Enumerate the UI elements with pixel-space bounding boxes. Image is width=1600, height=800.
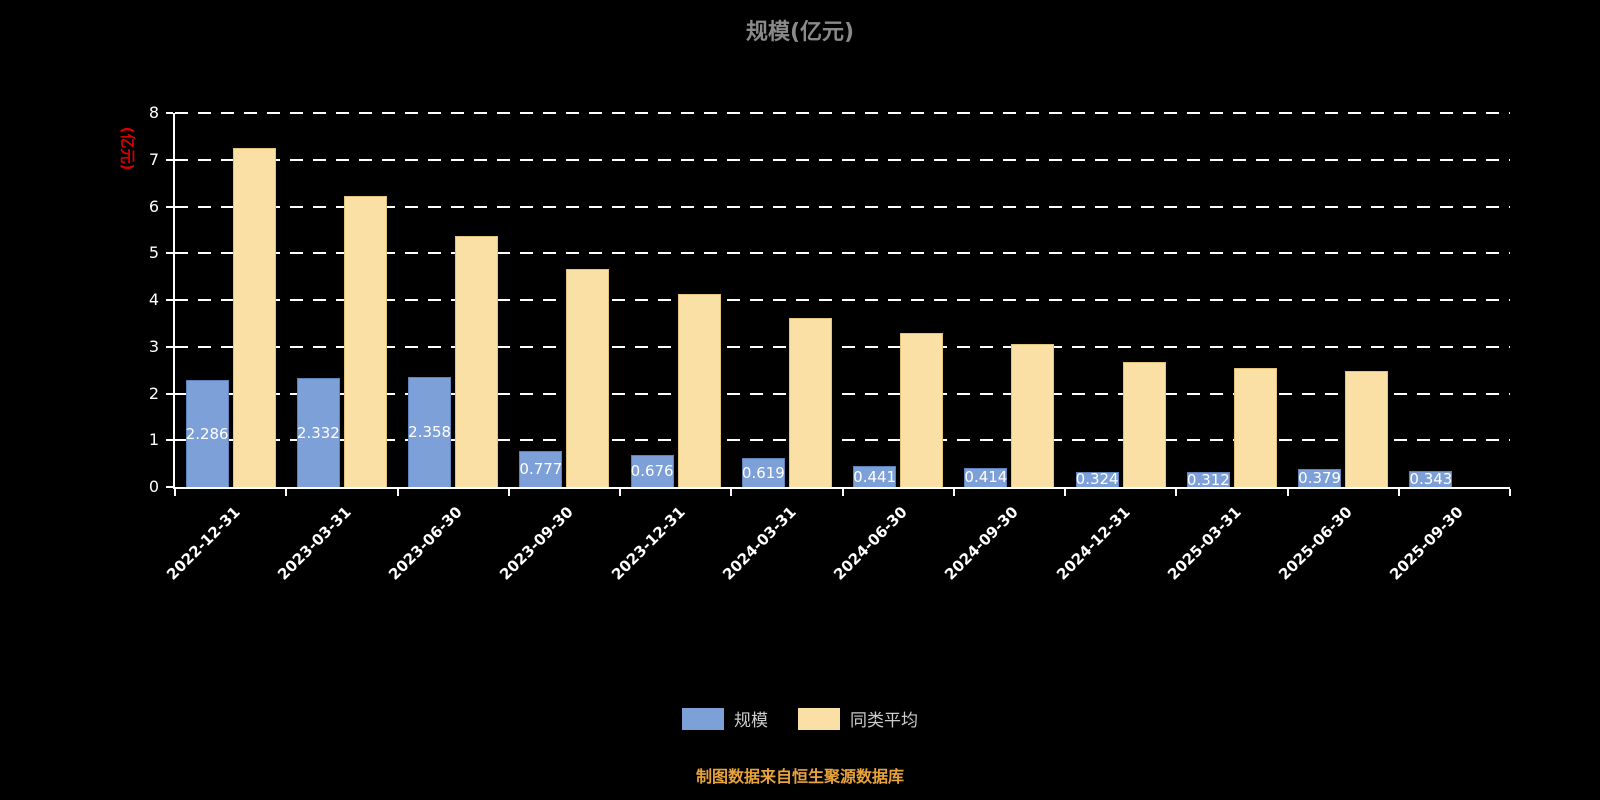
x-axis-tick: [730, 489, 733, 496]
bar-value-label: 0.777: [519, 459, 563, 478]
y-axis-tick: [166, 299, 173, 301]
y-axis-tick: [166, 158, 173, 161]
scale-bar: [408, 376, 452, 487]
bar-value-label: 0.441: [853, 467, 897, 486]
y-axis-tick-label: 7: [148, 149, 159, 169]
scale-bar: [185, 380, 229, 487]
x-axis-label: 2023-12-31: [607, 503, 689, 584]
bar-value-label: 0.676: [630, 462, 674, 481]
x-axis-tick: [1286, 489, 1289, 496]
x-axis-tick: [952, 489, 955, 496]
peer-average-bar: [1233, 367, 1277, 487]
x-axis-tick: [396, 489, 399, 496]
bar-value-label: 2.358: [408, 422, 452, 441]
bar-value-label: 0.324: [1075, 470, 1119, 489]
x-axis-tick: [619, 489, 621, 496]
bar-value-label: 0.414: [964, 468, 1008, 487]
source-note: 制图数据来自恒生聚源数据库: [695, 767, 904, 786]
scale-bar: [1409, 470, 1453, 487]
y-axis-tick: [166, 205, 173, 208]
bar-value-label: 0.379: [1298, 469, 1342, 488]
legend: 规模 同类平均: [0, 706, 1600, 731]
x-axis-label: 2025-06-30: [1275, 503, 1356, 584]
x-axis-label: 2024-03-31: [719, 503, 800, 584]
gridline: [175, 252, 1510, 255]
peer-average-bar: [1122, 361, 1166, 487]
scale-bar: [1298, 469, 1342, 487]
legend-swatch-peer: [798, 707, 840, 730]
peer-average-bar: [232, 148, 276, 487]
peer-average-bar: [677, 293, 721, 487]
bar-value-label: 0.312: [1186, 470, 1230, 489]
y-axis-tick-label: 3: [148, 336, 159, 356]
gridline: [175, 205, 1510, 208]
peer-average-bar: [566, 268, 610, 487]
y-axis-tick: [166, 486, 173, 488]
chart-title: 规模(亿元): [745, 20, 855, 45]
legend-swatch-scale: [682, 707, 724, 730]
x-axis-label: 2024-06-30: [830, 503, 911, 584]
peer-average-bar: [455, 235, 499, 487]
legend-label-peer-average: 同类平均: [850, 711, 918, 731]
y-axis-tick-label: 6: [148, 196, 159, 216]
x-axis-tick: [1397, 489, 1400, 496]
scale-bar: [296, 377, 340, 487]
x-axis-tick: [1509, 489, 1511, 496]
y-axis-tick-label: 2: [148, 383, 159, 403]
y-axis-tick-label: 0: [148, 477, 159, 496]
legend-label-scale: 规模: [734, 711, 768, 731]
gridline: [175, 299, 1510, 301]
y-axis-tick-label: 8: [148, 103, 159, 122]
gridline: [175, 158, 1510, 161]
x-axis-tick: [174, 489, 176, 496]
y-axis-tick: [166, 252, 173, 255]
peer-average-bar: [788, 317, 832, 487]
legend-item-scale: 规模: [682, 706, 768, 731]
x-axis-tick: [285, 489, 288, 496]
x-axis-label: 2023-03-31: [274, 503, 355, 584]
bar-value-label: 2.286: [185, 424, 229, 443]
y-axis-tick-label: 4: [148, 290, 159, 309]
x-axis-label: 2023-06-30: [385, 503, 466, 584]
gridline: [175, 392, 1510, 395]
y-axis-line: [173, 113, 175, 489]
x-axis-label: 2022-12-31: [162, 503, 244, 584]
x-axis-tick: [1175, 489, 1178, 496]
x-axis-line: [173, 487, 1510, 489]
x-axis-tick: [1064, 489, 1066, 496]
y-axis-tick-label: 1: [148, 430, 159, 450]
peer-average-bar: [1011, 343, 1055, 487]
x-axis-label: 2025-09-30: [1386, 503, 1468, 584]
y-axis-tick: [166, 439, 173, 442]
bar-value-label: 2.332: [296, 423, 340, 442]
x-axis-label: 2024-09-30: [941, 503, 1023, 584]
bar-value-label: 0.343: [1409, 469, 1453, 488]
peer-average-bar: [343, 196, 387, 487]
y-axis-tick: [166, 112, 173, 114]
scale-bar: [741, 458, 785, 487]
scale-bar: [964, 467, 1008, 487]
gridline: [175, 439, 1510, 442]
y-axis-tick: [166, 345, 173, 348]
scale-bar: [519, 450, 563, 487]
bar-value-label: 0.619: [741, 463, 785, 482]
x-axis-label: 2024-12-31: [1052, 503, 1134, 584]
peer-average-bar: [900, 333, 944, 487]
plot-area: 0 1 2 3 4 5 6 7 8 2.286 2022-12-31 2.332 2023-03-31 2…: [149, 103, 1511, 584]
scale-bar: [1186, 472, 1230, 487]
y-axis-tick-label: 5: [148, 243, 159, 263]
scale-bar: [1075, 471, 1119, 487]
gridline: [175, 112, 1510, 114]
x-axis-tick: [841, 489, 844, 496]
x-axis-label: 2025-03-31: [1164, 503, 1245, 584]
x-axis-tick: [507, 489, 510, 496]
gridline: [175, 345, 1510, 348]
peer-average-bar: [1345, 371, 1389, 487]
scale-bar: [853, 466, 897, 487]
legend-item-peer-average: 同类平均: [798, 706, 918, 731]
scale-bar: [630, 455, 674, 487]
x-axis-label: 2023-09-30: [496, 503, 578, 584]
y-axis-tick: [166, 392, 173, 395]
